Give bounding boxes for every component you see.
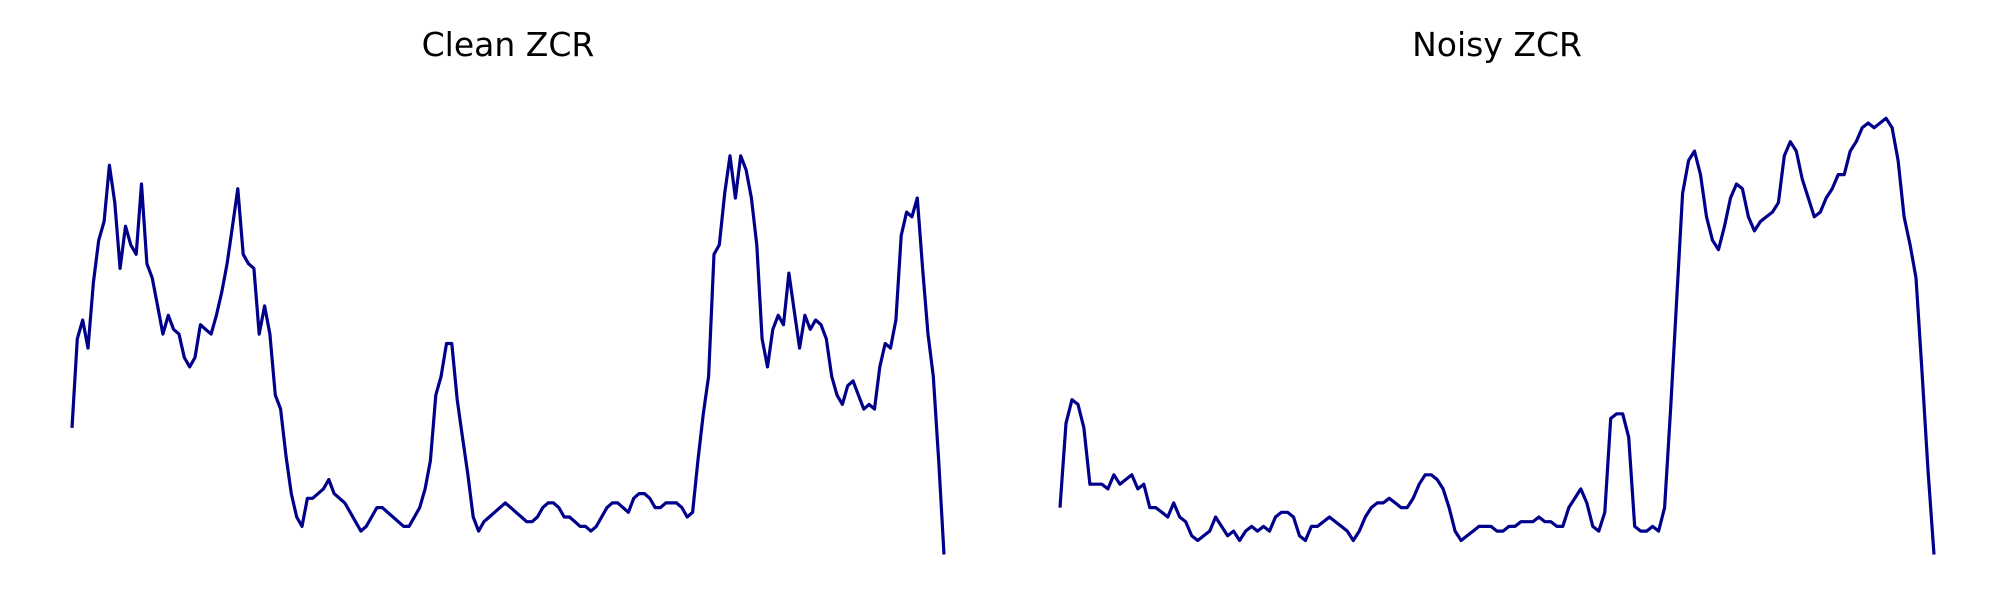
- chart-panel-clean: Clean ZCR: [70, 25, 946, 555]
- plot-area-clean: [70, 154, 946, 555]
- chart-title-noisy: Noisy ZCR: [1412, 25, 1582, 64]
- series-line-noisy-zcr: [1058, 116, 1936, 555]
- chart-panel-noisy: Noisy ZCR: [1058, 25, 1936, 555]
- series-line-clean-zcr: [70, 154, 946, 555]
- plot-area-noisy: [1058, 116, 1936, 555]
- chart-title-clean: Clean ZCR: [422, 25, 595, 64]
